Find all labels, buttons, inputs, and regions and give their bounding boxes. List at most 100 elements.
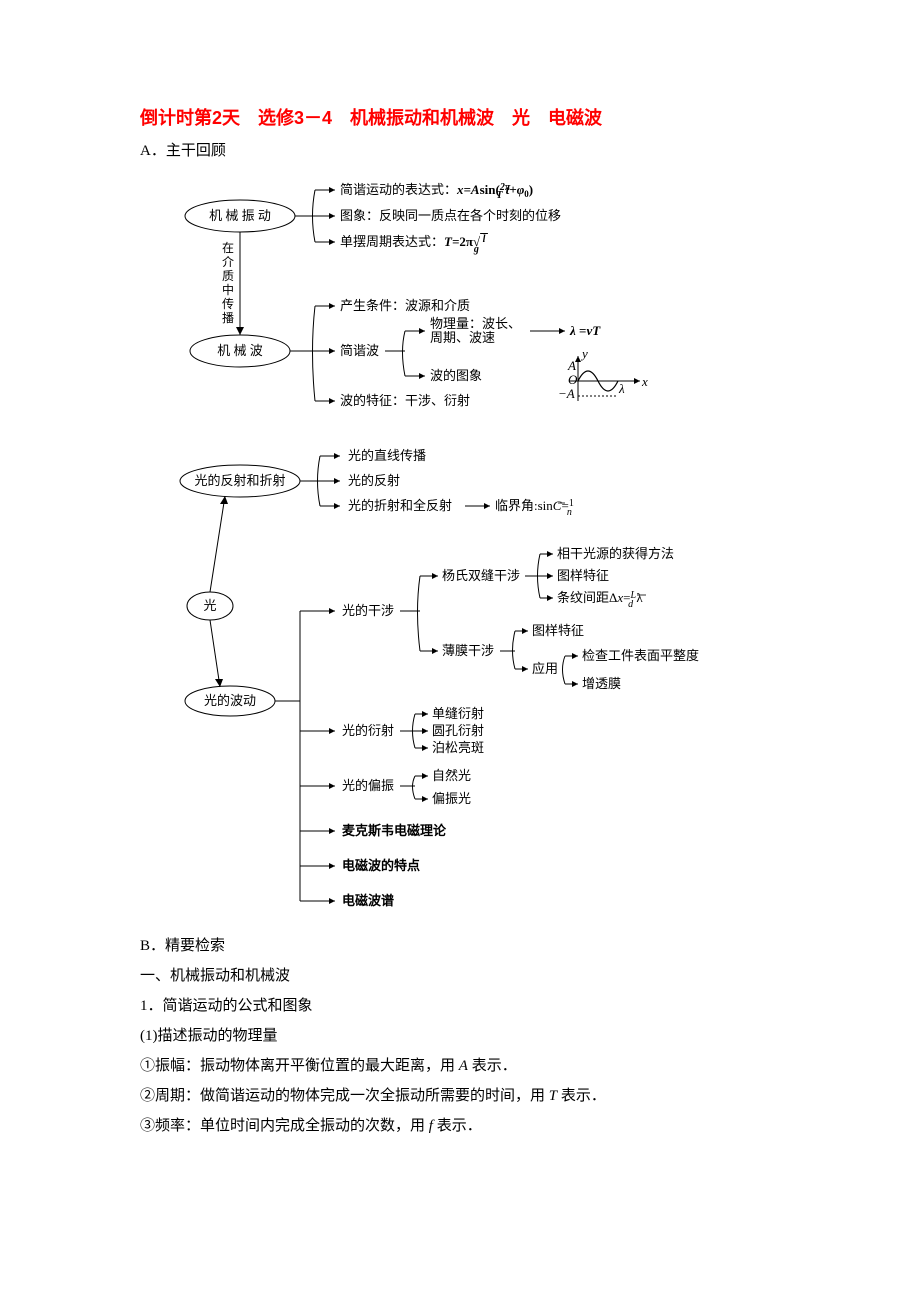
vib-arrow-3 bbox=[329, 239, 335, 245]
refl-t1: 光的直线传播 bbox=[348, 448, 426, 463]
mini-x: x bbox=[641, 374, 648, 389]
wave-arr-1 bbox=[329, 303, 335, 309]
diagram-mechanical-svg: 机 械 振 动 机 械 波 在 介 质 中 传 播 简谐运动的表达式：x=Asi… bbox=[170, 176, 790, 431]
shw-bracket bbox=[403, 331, 406, 376]
connector-label-2: 介 bbox=[222, 255, 234, 269]
d-a1 bbox=[422, 711, 428, 717]
light-to-refl-arr bbox=[220, 496, 228, 504]
li1-pre: ①振幅：振动物体离开平衡位置的最大距离，用 bbox=[140, 1058, 459, 1074]
diagram-light-svg: 光的反射和折射 光 光的波动 光的直线传播 光的反射 光的折射和全反射 bbox=[170, 441, 810, 921]
node-refl-label: 光的反射和折射 bbox=[194, 473, 285, 488]
page: 倒计时第2天 选修3－4 机械振动和机械波 光 电磁波 A．主干回顾 机 械 振… bbox=[0, 0, 920, 1201]
connector-label-6: 播 bbox=[222, 311, 234, 325]
phys-arr bbox=[559, 328, 565, 334]
li3-pre: ③频率：单位时间内完成全振动的次数，用 bbox=[140, 1118, 429, 1134]
list-item-2: ②周期：做简谐运动的物体完成一次全振动所需要的时间，用 T 表示． bbox=[140, 1081, 780, 1111]
connector-arrow bbox=[236, 327, 244, 335]
interf-arr1 bbox=[432, 573, 438, 579]
ta-a1 bbox=[572, 653, 578, 659]
thin-pattern-text: 图样特征 bbox=[532, 623, 584, 638]
section-b-label: B．精要检索 bbox=[140, 931, 780, 961]
young-i2: 图样特征 bbox=[557, 568, 609, 583]
pol-i1: 自然光 bbox=[432, 768, 471, 783]
thin-a2 bbox=[522, 666, 528, 672]
lw-a3 bbox=[329, 783, 335, 789]
wave-arr-3 bbox=[329, 398, 335, 404]
refl-t3: 光的折射和全反射 bbox=[348, 498, 452, 513]
pol-i2: 偏振光 bbox=[432, 791, 471, 806]
li2-pre: ②周期：做简谐运动的物体完成一次全振动所需要的时间，用 bbox=[140, 1088, 549, 1104]
wave-cond-text: 产生条件：波源和介质 bbox=[340, 298, 470, 313]
li2-var: T bbox=[549, 1088, 557, 1104]
wave-formula-text: λ =vT bbox=[569, 323, 601, 338]
interf-text: 光的干涉 bbox=[342, 603, 394, 618]
diagram-light: 光的反射和折射 光 光的波动 光的直线传播 光的反射 光的折射和全反射 bbox=[170, 441, 780, 921]
y-a3 bbox=[547, 595, 553, 601]
em-i2: 电磁波的特点 bbox=[342, 858, 420, 873]
light-to-refl bbox=[210, 496, 225, 592]
node-lwave-label: 光的波动 bbox=[204, 693, 256, 708]
node-light-label: 光 bbox=[203, 598, 216, 613]
diff-i1: 单缝衍射 bbox=[432, 706, 484, 721]
critical-text: 临界角:sinC=1n bbox=[495, 498, 574, 518]
vib-text-1: 简谐运动的表达式：x=Asin(2πT t+φ0) bbox=[340, 182, 533, 201]
wave-mini-graph: A O −A y x λ bbox=[558, 346, 648, 401]
connector-label-1: 在 bbox=[222, 241, 234, 255]
d-a3 bbox=[422, 745, 428, 751]
wave-phys-text: 物理量：波长、 bbox=[430, 316, 521, 331]
em-a2 bbox=[329, 863, 335, 869]
diagram-mechanical: 机 械 振 动 机 械 波 在 介 质 中 传 播 简谐运动的表达式：x=Asi… bbox=[170, 176, 780, 431]
lw-a2 bbox=[329, 728, 335, 734]
shw-arr-2 bbox=[419, 373, 425, 379]
li2-post: 表示． bbox=[557, 1088, 606, 1104]
li3-post: 表示． bbox=[433, 1118, 482, 1134]
connector-label-5: 传 bbox=[222, 296, 234, 311]
refl-a1 bbox=[334, 453, 340, 459]
ta-a2 bbox=[572, 681, 578, 687]
thin-text: 薄膜干涉 bbox=[442, 643, 494, 658]
list-item-1: ①振幅：振动物体离开平衡位置的最大距离，用 A 表示． bbox=[140, 1051, 780, 1081]
shw-arr-1 bbox=[419, 328, 425, 334]
heading-3: (1)描述振动的物理量 bbox=[140, 1021, 780, 1051]
mini-lambda: λ bbox=[618, 381, 625, 396]
connector-label-4: 中 bbox=[222, 282, 234, 297]
young-text: 杨氏双缝干涉 bbox=[442, 568, 520, 583]
d-a2 bbox=[422, 728, 428, 734]
node-vibration-label: 机 械 振 动 bbox=[209, 208, 271, 223]
refl-t2: 光的反射 bbox=[348, 473, 400, 488]
diff-i3: 泊松亮斑 bbox=[432, 740, 484, 755]
p-a1 bbox=[422, 773, 428, 779]
vib-text-2: 图象：反映同一质点在各个时刻的位移 bbox=[340, 208, 561, 223]
refl-a3 bbox=[334, 503, 340, 509]
interf-bracket bbox=[418, 576, 421, 651]
young-i1: 相干光源的获得方法 bbox=[557, 546, 674, 561]
node-wave-label: 机 械 波 bbox=[217, 343, 263, 358]
list-item-3: ③频率：单位时间内完成全振动的次数，用 f 表示． bbox=[140, 1111, 780, 1141]
thin-app-text: 应用 bbox=[532, 661, 558, 676]
mini-mA: −A bbox=[558, 386, 575, 401]
lw-a1 bbox=[329, 608, 335, 614]
vib-arrow-1 bbox=[329, 187, 335, 193]
diff-text: 光的衍射 bbox=[342, 723, 394, 738]
heading-1: 一、机械振动和机械波 bbox=[140, 961, 780, 991]
refl-a4 bbox=[484, 503, 490, 509]
wave-bracket bbox=[313, 306, 316, 401]
thin-app-bracket bbox=[563, 656, 566, 684]
y-a1 bbox=[547, 551, 553, 557]
thin-bracket bbox=[513, 631, 516, 669]
page-title: 倒计时第2天 选修3－4 机械振动和机械波 光 电磁波 bbox=[140, 100, 780, 136]
wave-shw-text: 简谐波 bbox=[340, 343, 379, 358]
thin-a1 bbox=[522, 628, 528, 634]
em-a1 bbox=[329, 828, 335, 834]
wave-arr-2 bbox=[329, 348, 335, 354]
y-a2 bbox=[547, 573, 553, 579]
em-i3: 电磁波谱 bbox=[342, 893, 394, 908]
pol-text: 光的偏振 bbox=[342, 778, 394, 793]
pol-bracket bbox=[413, 776, 416, 799]
wave-phys-text-2: 周期、波速 bbox=[430, 330, 495, 345]
thin-app-i1: 检查工件表面平整度 bbox=[582, 648, 699, 663]
mini-O: O bbox=[568, 372, 578, 387]
young-i3: 条纹间距Δx=Ld λ bbox=[557, 590, 643, 610]
em-a3 bbox=[329, 898, 335, 904]
vib-text-3: 单摆周期表达式：T=2π√ l g bbox=[340, 234, 488, 255]
